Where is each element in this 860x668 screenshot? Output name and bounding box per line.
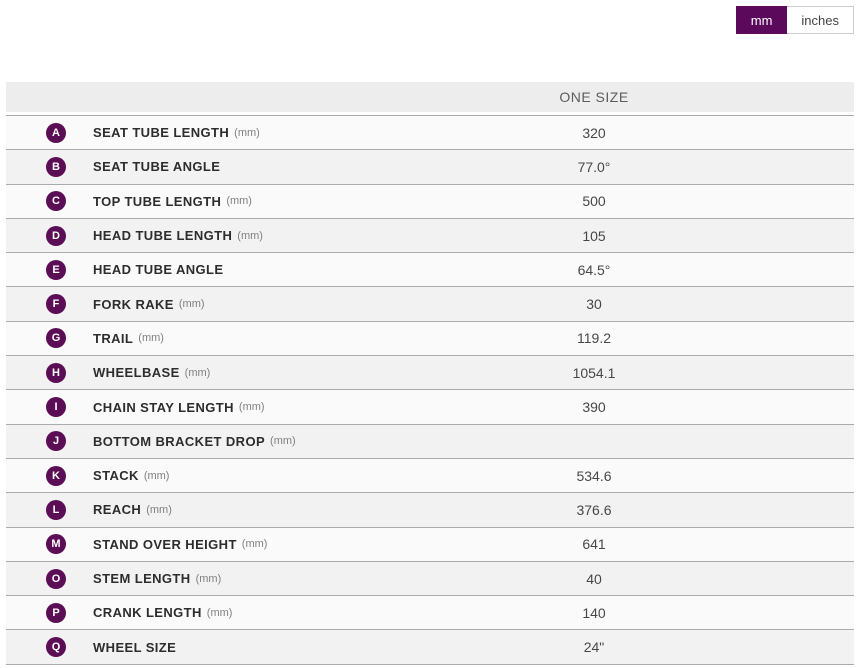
letter-badge: A [46, 122, 66, 143]
row-label: WHEELBASE [93, 365, 180, 381]
row-value: 534.6 [576, 467, 612, 484]
letter-badge: Q [46, 637, 66, 658]
row-label: STAND OVER HEIGHT [93, 536, 237, 552]
row-label: TOP TUBE LENGTH [93, 193, 222, 209]
letter-badge: D [46, 225, 66, 246]
letter-badge: B [46, 156, 66, 177]
row-unit-label: (mm) [143, 469, 170, 482]
row-label-cell: J BOTTOM BRACKET DROP (mm) [6, 431, 334, 452]
row-label-cell: O STEM LENGTH (mm) [6, 568, 334, 589]
row-label-cell: H WHEELBASE (mm) [6, 362, 334, 383]
row-value: 30 [586, 296, 602, 313]
letter-badge: O [46, 568, 66, 589]
row-value: 64.5° [577, 261, 611, 278]
table-row: C TOP TUBE LENGTH (mm) 500 [6, 183, 854, 218]
table-row: F FORK RAKE (mm) 30 [6, 286, 854, 321]
unit-toggle: mm inches [735, 6, 854, 34]
row-label: BOTTOM BRACKET DROP [93, 433, 266, 449]
row-value: 119.2 [577, 330, 611, 347]
row-value: 320 [582, 124, 606, 141]
row-value: 40 [586, 570, 602, 587]
table-row: D HEAD TUBE LENGTH (mm) 105 [6, 217, 854, 253]
geometry-table: ONE SIZE A SEAT TUBE LENGTH (mm) 320 B S… [6, 82, 854, 665]
row-label-cell: I CHAIN STAY LENGTH (mm) [6, 397, 334, 418]
row-label: STEM LENGTH [93, 571, 191, 586]
row-label: STACK [93, 468, 139, 484]
row-label-cell: C TOP TUBE LENGTH (mm) [6, 191, 334, 212]
row-unit-label: (mm) [270, 435, 296, 448]
row-value: 500 [582, 193, 606, 210]
size-column-header: ONE SIZE [559, 89, 629, 105]
row-value: 24" [583, 639, 605, 656]
row-label-cell: B SEAT TUBE ANGLE [6, 156, 334, 177]
table-row: B SEAT TUBE ANGLE 77.0° [6, 149, 854, 184]
table-row: E HEAD TUBE ANGLE 64.5° [6, 252, 854, 287]
table-body: A SEAT TUBE LENGTH (mm) 320 B SEAT TUBE … [6, 115, 854, 665]
row-label-cell: G TRAIL (mm) [6, 328, 334, 349]
letter-badge: J [46, 431, 66, 452]
row-unit-label: (mm) [206, 606, 233, 619]
row-value: 641 [582, 536, 606, 553]
row-label: TRAIL [93, 330, 134, 346]
letter-badge: F [46, 294, 66, 315]
row-label-cell: L REACH (mm) [6, 499, 334, 520]
row-label: HEAD TUBE ANGLE [93, 262, 224, 278]
row-label: SEAT TUBE LENGTH [93, 125, 230, 141]
row-label-cell: D HEAD TUBE LENGTH (mm) [6, 225, 334, 246]
row-value: 376.6 [576, 501, 612, 518]
row-value: 77.0° [577, 158, 611, 175]
table-row: P CRANK LENGTH (mm) 140 [6, 595, 854, 630]
table-row: G TRAIL (mm) 119.2 [6, 320, 854, 356]
row-unit-label: (mm) [226, 195, 252, 208]
row-unit-label: (mm) [241, 538, 268, 551]
row-value: 1054.1 [572, 364, 616, 381]
row-label-cell: Q WHEEL SIZE [6, 637, 334, 658]
row-unit-label: (mm) [146, 503, 172, 516]
table-row: L REACH (mm) 376.6 [6, 492, 854, 527]
row-label-cell: F FORK RAKE (mm) [6, 294, 334, 315]
row-unit-label: (mm) [238, 401, 265, 414]
mm-unit-button[interactable]: mm [735, 6, 788, 34]
letter-badge: I [46, 397, 66, 418]
row-unit-label: (mm) [178, 298, 205, 311]
row-label: CRANK LENGTH [93, 605, 202, 621]
letter-badge: C [46, 191, 66, 212]
row-unit-label: (mm) [195, 572, 222, 585]
letter-badge: M [46, 534, 66, 555]
row-unit-label: (mm) [184, 366, 211, 379]
row-unit-label: (mm) [234, 126, 260, 139]
letter-badge: H [46, 362, 66, 383]
table-row: A SEAT TUBE LENGTH (mm) 320 [6, 115, 854, 150]
row-unit-label: (mm) [138, 332, 164, 345]
row-label: FORK RAKE [93, 296, 174, 312]
row-label-cell: P CRANK LENGTH (mm) [6, 602, 334, 623]
table-row: K STACK (mm) 534.6 [6, 457, 854, 493]
row-label: SEAT TUBE ANGLE [93, 159, 221, 175]
row-value: 140 [582, 604, 606, 621]
letter-badge: E [46, 259, 66, 280]
row-label: CHAIN STAY LENGTH [93, 399, 234, 415]
table-header-row: ONE SIZE [6, 82, 854, 112]
letter-badge: L [46, 499, 66, 520]
table-row: H WHEELBASE (mm) 1054.1 [6, 355, 854, 390]
table-row: M STAND OVER HEIGHT (mm) 641 [6, 526, 854, 561]
row-label: HEAD TUBE LENGTH [93, 228, 233, 244]
row-label: WHEEL SIZE [93, 639, 177, 655]
row-label: REACH [93, 502, 142, 518]
letter-badge: K [46, 465, 66, 486]
letter-badge: P [46, 602, 66, 623]
table-row: I CHAIN STAY LENGTH (mm) 390 [6, 389, 854, 424]
row-label-cell: K STACK (mm) [6, 465, 334, 486]
table-row: O STEM LENGTH (mm) 40 [6, 560, 854, 596]
row-label-cell: E HEAD TUBE ANGLE [6, 259, 334, 280]
row-label-cell: M STAND OVER HEIGHT (mm) [6, 534, 334, 555]
row-value: 105 [582, 227, 606, 244]
row-value: 390 [582, 399, 606, 416]
table-row: Q WHEEL SIZE 24" [6, 629, 854, 665]
table-row: J BOTTOM BRACKET DROP (mm) [6, 423, 854, 458]
inches-unit-button[interactable]: inches [787, 6, 854, 34]
row-unit-label: (mm) [237, 229, 263, 242]
row-label-cell: A SEAT TUBE LENGTH (mm) [6, 122, 334, 143]
letter-badge: G [46, 328, 66, 349]
